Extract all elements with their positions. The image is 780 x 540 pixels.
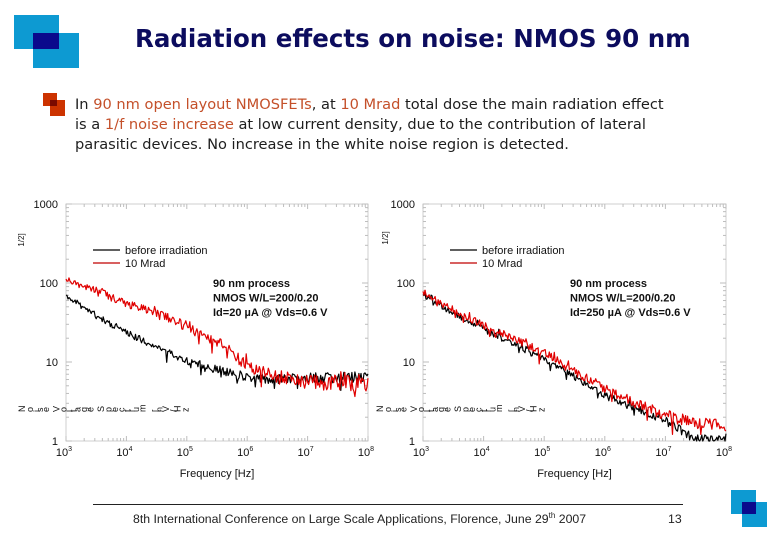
text-segment: In: [75, 96, 94, 113]
x-tick-label: 108: [358, 446, 374, 459]
logo-square-overlap: [33, 33, 59, 49]
highlight-segment: 90 nm open layout NMOSFETs: [93, 96, 312, 113]
chart-annotation-line: NMOS W/L=200/0.20: [570, 293, 675, 305]
legend-label: 10 Mrad: [482, 258, 522, 270]
text-segment: , at: [311, 96, 341, 113]
y-axis-label: Noise Voltage Spectrum [nV/Hz: [17, 405, 191, 413]
x-tick-label: 106: [237, 446, 253, 459]
logo-square-overlap: [742, 502, 756, 514]
legend-label: before irradiation: [482, 245, 565, 257]
footer-superscript: th: [548, 511, 556, 520]
y-tick-label: 1: [52, 436, 58, 448]
series-line-10-mrad: [65, 277, 369, 398]
text-segment: total dose the main radiation effect: [400, 96, 664, 113]
axis-ticks: [65, 203, 369, 442]
legend-label: before irradiation: [125, 245, 208, 257]
x-axis-label: Frequency [Hz]: [180, 468, 255, 480]
bullet-text: In 90 nm open layout NMOSFETs, at 10 Mra…: [75, 95, 664, 155]
x-tick-label: 104: [474, 446, 490, 459]
slide-title: Radiation effects on noise: NMOS 90 nm: [135, 24, 691, 53]
y-axis-label: Noise Voltage Spectrum [nV/Hz: [375, 405, 547, 413]
x-tick-label: 103: [56, 446, 72, 459]
noise-chart-20uA: 1 10 100 1000 103 104 105 106 107 108 Frequency [H…: [17, 199, 374, 480]
x-tick-label: 105: [177, 446, 193, 459]
y-tick-label: 1: [409, 436, 415, 448]
legend-label: 10 Mrad: [125, 258, 165, 270]
chart-annotation-line: Id=20 µA @ Vds=0.6 V: [213, 307, 328, 319]
x-tick-label: 108: [716, 446, 732, 459]
x-tick-label: 107: [298, 446, 314, 459]
y-axis-label-exponent: 1/2]: [17, 233, 26, 246]
bullet-line: is a 1/f noise increase at low current d…: [75, 115, 664, 135]
y-axis-label-exponent: 1/2]: [381, 231, 390, 244]
plot-frame: [422, 203, 727, 442]
x-axis-label: Frequency [Hz]: [537, 468, 612, 480]
text-segment: is a: [75, 116, 105, 133]
footer-divider: [93, 504, 683, 505]
chart-annotation-line: Id=250 µA @ Vds=0.6 V: [570, 307, 691, 319]
footer-conference: 8th International Conference on Large Sc…: [133, 511, 587, 527]
x-tick-label: 103: [413, 446, 429, 459]
y-tick-label: 10: [403, 357, 415, 369]
series-line-10-mrad: [422, 289, 727, 435]
chart-annotation-line: 90 nm process: [213, 278, 290, 290]
chart-annotation-line: 90 nm process: [570, 278, 647, 290]
bullet-line: parasitic devices. No increase in the wh…: [75, 135, 664, 155]
bullet-line: In 90 nm open layout NMOSFETs, at 10 Mra…: [75, 95, 664, 115]
plot-frame: [65, 203, 369, 442]
series-line-before-irradiation: [422, 291, 727, 442]
y-tick-label: 1000: [34, 199, 58, 211]
y-tick-label: 100: [40, 278, 58, 290]
x-tick-label: 105: [534, 446, 550, 459]
footer-text-main: 8th International Conference on Large Sc…: [133, 512, 549, 526]
bullet-square-overlap: [50, 100, 57, 106]
y-tick-label: 1000: [391, 199, 415, 211]
y-tick-label: 100: [397, 278, 415, 290]
text-segment: at low current density, due to the contr…: [233, 116, 646, 133]
text-segment: parasitic devices. No increase in the wh…: [75, 136, 569, 153]
x-tick-label: 107: [655, 446, 671, 459]
x-tick-label: 104: [116, 446, 132, 459]
noise-chart-250uA: 1 10 100 1000 103 104 105 106 107 108 Frequency [H…: [375, 199, 732, 480]
series-line-before-irradiation: [65, 294, 369, 391]
footer-year: 2007: [555, 512, 587, 526]
y-tick-label: 10: [46, 357, 58, 369]
page-number: 13: [668, 512, 682, 526]
highlight-segment: 10 Mrad: [340, 96, 401, 113]
chart-annotation-line: NMOS W/L=200/0.20: [213, 293, 318, 305]
x-tick-label: 106: [595, 446, 611, 459]
highlight-segment: 1/f noise increase: [104, 116, 234, 133]
